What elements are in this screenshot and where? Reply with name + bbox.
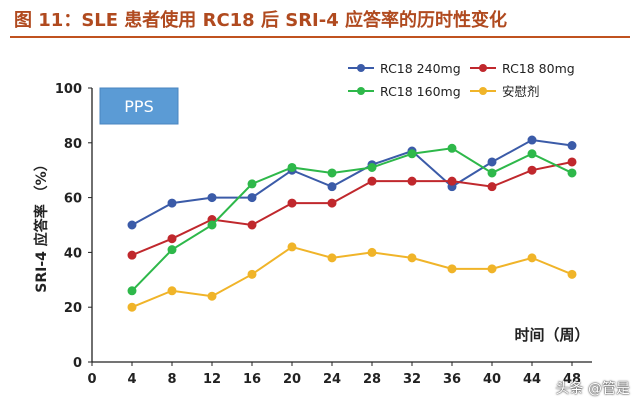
data-point [327, 253, 337, 263]
data-point [527, 149, 537, 159]
data-point [367, 162, 377, 172]
data-point [487, 157, 497, 167]
series-line [131, 161, 573, 257]
data-point [447, 264, 457, 274]
data-point [527, 253, 537, 263]
data-point [407, 253, 417, 263]
data-point [127, 286, 137, 296]
x-tick-label: 48 [563, 372, 581, 387]
pps-badge-box [99, 87, 179, 125]
legend-label: RC18 160mg [380, 84, 461, 99]
data-point [167, 286, 177, 296]
y-tick-label: 60 [64, 192, 82, 207]
x-tick-label: 20 [283, 372, 301, 387]
data-point [567, 141, 577, 151]
x-tick-label: 32 [403, 372, 421, 387]
data-point [127, 220, 137, 230]
watermark-text: 头条 @管是 [555, 381, 630, 397]
x-tick-label: 28 [363, 372, 381, 387]
series-line [131, 245, 573, 309]
data-point [327, 168, 337, 178]
legend-item: RC18 80mg [470, 61, 575, 76]
data-point [567, 168, 577, 178]
data-point [527, 135, 537, 145]
pps-badge-label: PPS [124, 97, 153, 116]
data-point [287, 198, 297, 208]
x-tick-label: 24 [323, 372, 341, 387]
x-tick-label: 40 [483, 372, 501, 387]
data-point [167, 245, 177, 255]
legend-marker [357, 64, 365, 72]
pps-badge: PPS [99, 87, 179, 125]
legend-marker [479, 64, 487, 72]
series-2 [127, 143, 577, 296]
data-point [247, 193, 257, 203]
data-point [247, 269, 257, 279]
y-axis-label: SRI-4 应答率 （%） [33, 157, 50, 292]
data-point [367, 176, 377, 186]
data-point [407, 176, 417, 186]
data-point [407, 149, 417, 159]
legend-item: RC18 240mg [348, 61, 461, 76]
series-3 [127, 242, 577, 312]
x-tick-label: 0 [87, 372, 96, 387]
y-tick-label: 0 [73, 356, 82, 371]
data-point [287, 242, 297, 252]
series-0 [127, 135, 577, 230]
data-point [207, 220, 217, 230]
title-divider [10, 36, 630, 38]
legend-marker [357, 87, 365, 95]
data-point [167, 198, 177, 208]
x-tick-label: 8 [167, 372, 176, 387]
y-tick-label: 100 [55, 82, 82, 97]
series-line [131, 147, 573, 292]
x-tick-label: 4 [127, 372, 136, 387]
legend-item: RC18 160mg [348, 84, 461, 99]
x-tick-label: 16 [243, 372, 261, 387]
legend-label: RC18 240mg [380, 61, 461, 76]
x-axis-label: 时间（周） [514, 326, 589, 344]
data-point [287, 162, 297, 172]
data-point [127, 302, 137, 312]
x-tick-label: 44 [523, 372, 541, 387]
data-point [127, 250, 137, 260]
data-point [207, 193, 217, 203]
data-point [167, 234, 177, 244]
legend-label: 安慰剂 [502, 84, 540, 99]
data-point [367, 247, 377, 257]
data-point [487, 182, 497, 192]
data-point [447, 176, 457, 186]
data-point [527, 165, 537, 175]
legend-item: 安慰剂 [470, 84, 540, 99]
y-tick-label: 40 [64, 246, 82, 261]
legend-marker [479, 87, 487, 95]
data-point [487, 168, 497, 178]
chart-legend: RC18 240mg RC18 80mg RC18 160mg 安慰剂 [348, 61, 575, 99]
data-point [247, 220, 257, 230]
data-point [447, 143, 457, 153]
y-tick-label: 80 [64, 137, 82, 152]
data-point [327, 182, 337, 192]
data-point [207, 291, 217, 301]
legend-label: RC18 80mg [502, 61, 575, 76]
series-1 [127, 157, 577, 260]
data-point [247, 179, 257, 189]
y-tick-label: 20 [64, 301, 82, 316]
series-line [131, 139, 573, 226]
x-tick-label: 36 [443, 372, 461, 387]
x-tick-label: 12 [203, 372, 221, 387]
data-point [567, 157, 577, 167]
chart-series-layer [127, 135, 577, 312]
data-point [567, 269, 577, 279]
data-point [487, 264, 497, 274]
figure-title: 图 11：SLE 患者使用 RC18 后 SRI-4 应答率的历时性变化 [14, 10, 508, 31]
data-point [327, 198, 337, 208]
